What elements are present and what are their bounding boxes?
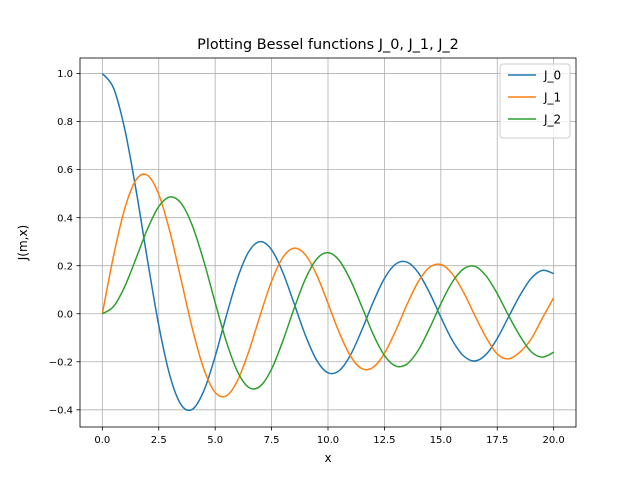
y-tick-label: 0.8 bbox=[57, 117, 73, 128]
y-tick-label: 0.6 bbox=[57, 165, 73, 176]
x-tick-label: 17.5 bbox=[486, 435, 508, 446]
legend-label-j-0: J_0 bbox=[543, 68, 561, 82]
y-tick-label: 0.4 bbox=[57, 213, 73, 224]
legend: J_0 J_1 J_2 bbox=[499, 63, 571, 139]
y-tick-label: 0.0 bbox=[57, 309, 73, 320]
x-tick-label: 2.5 bbox=[151, 435, 167, 446]
x-tick-label: 7.5 bbox=[264, 435, 280, 446]
x-tick-label: 0.0 bbox=[94, 435, 110, 446]
legend-label-j-1: J_1 bbox=[543, 90, 561, 104]
x-tick-label: 5.0 bbox=[207, 435, 223, 446]
x-tick-label: 12.5 bbox=[373, 435, 395, 446]
y-tick-label: −0.2 bbox=[49, 357, 73, 368]
x-tick-label: 20.0 bbox=[543, 435, 565, 446]
y-tick-label: 1.0 bbox=[57, 69, 73, 80]
x-tick-label: 10.0 bbox=[317, 435, 339, 446]
legend-label-j-2: J_2 bbox=[543, 112, 561, 126]
series-line-j-2 bbox=[101, 196, 554, 390]
y-tick-label: 0.2 bbox=[57, 261, 73, 272]
x-ticks: 0.0 2.5 5.0 7.5 10.0 12.5 15.0 17.5 20.0 bbox=[94, 427, 565, 446]
chart-title: Plotting Bessel functions J_0, J_1, J_2 bbox=[197, 37, 459, 53]
x-tick-label: 15.0 bbox=[430, 435, 452, 446]
x-axis-label: x bbox=[324, 451, 331, 465]
y-ticks: −0.4 −0.2 0.0 0.2 0.4 0.6 0.8 1.0 bbox=[49, 69, 80, 416]
y-tick-label: −0.4 bbox=[49, 405, 73, 416]
series-line-j-0 bbox=[101, 73, 554, 412]
y-axis-label: J(m,x) bbox=[16, 225, 30, 262]
series-line-j-1 bbox=[101, 173, 555, 398]
series-lines bbox=[101, 73, 555, 412]
